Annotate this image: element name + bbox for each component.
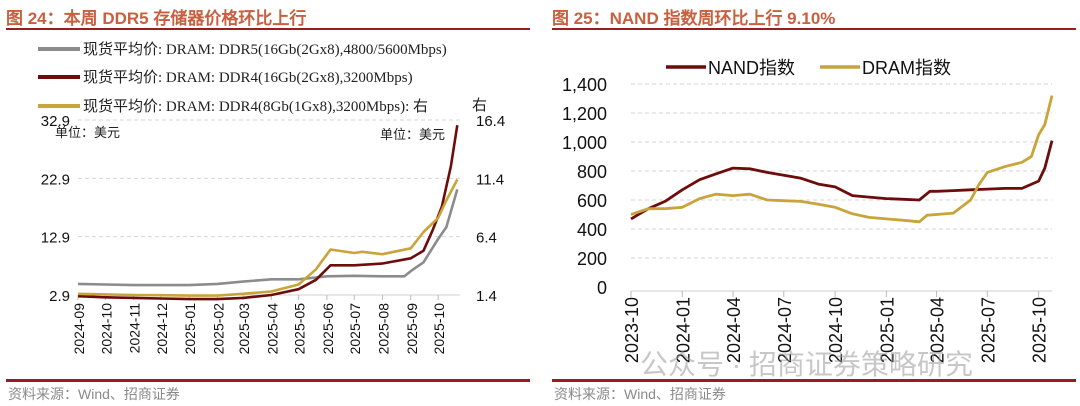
legend-item-ddr5: 现货平均价: DRAM: DDR5(16Gb(2Gx8),4800/5600Mb… <box>38 38 447 59</box>
x-tick-label: 2024-07 <box>775 297 795 363</box>
y-right-tick-label: 6.4 <box>476 230 497 247</box>
left-source: 资料来源：Wind、招商证券 <box>8 386 180 402</box>
y-right-tick-label: 11.4 <box>476 171 504 188</box>
x-tick-label: 2025-10 <box>1030 297 1050 363</box>
x-tick-label: 2025-01 <box>182 303 198 355</box>
right-title-rule <box>552 28 1076 30</box>
y-left-tick-label: 2.9 <box>49 288 70 305</box>
series-line-ddr4-16gb <box>77 124 459 301</box>
legend-item-ddr4-16gb: 现货平均价: DRAM: DDR4(16Gb(2Gx8),3200Mbps) <box>38 66 413 87</box>
y-tick-label: 1,000 <box>562 133 607 153</box>
y-tick-label: 1,400 <box>562 75 607 95</box>
y-right-tick-label: 16.4 <box>476 113 505 130</box>
series-line-ddr4-8gb <box>77 178 459 297</box>
y-tick-label: 400 <box>577 220 607 240</box>
y-tick-label: 1,200 <box>562 104 607 124</box>
left-footer-rule <box>6 379 530 382</box>
y-left-tick-label: 12.9 <box>41 230 70 247</box>
x-tick-label: 2025-04 <box>264 303 280 355</box>
legend-item-ddr4-8gb: 现货平均价: DRAM: DDR4(8Gb(1Gx8),3200Mbps): 右 <box>38 95 428 116</box>
x-tick-label: 2025-07 <box>347 303 363 355</box>
left-chart-title: 图 24：本周 DDR5 存储器价格环比上行 <box>6 9 307 28</box>
left-title-rule <box>6 28 530 30</box>
x-tick-label: 2024-12 <box>154 303 170 355</box>
x-tick-label: 2024-09 <box>71 303 87 355</box>
x-tick-label: 2024-01 <box>673 297 693 363</box>
right-footer-rule <box>552 379 1076 382</box>
legend-swatch-darkred <box>38 74 80 79</box>
y-left-tick-label: 32.9 <box>41 113 70 130</box>
y-tick-label: 200 <box>577 249 607 269</box>
watermark: 公众号 · 招商证券策略研究 <box>640 349 973 380</box>
legend-label: 现货平均价: DRAM: DDR5(16Gb(2Gx8),4800/5600Mb… <box>83 42 447 58</box>
right-source: 资料来源：Wind、招商证券 <box>554 386 726 402</box>
legend-swatch-gold <box>38 103 80 108</box>
x-tick-label: 2025-10 <box>431 303 447 355</box>
x-tick-label: 2025-08 <box>376 303 392 355</box>
series-line-nand <box>630 140 1054 221</box>
x-tick-label: 2025-07 <box>978 297 998 363</box>
legend-label-dram: DRAM指数 <box>862 58 951 78</box>
x-tick-label: 2024-11 <box>127 303 143 354</box>
right-axis-marker: 右 <box>472 97 487 114</box>
y-left-tick-label: 22.9 <box>41 171 70 188</box>
x-tick-label: 2025-09 <box>404 303 420 355</box>
x-tick-label: 2024-10 <box>98 303 114 355</box>
x-tick-label: 2025-02 <box>210 303 226 355</box>
x-tick-label: 2025-06 <box>320 303 336 355</box>
x-tick-label: 2025-05 <box>292 303 308 355</box>
y-tick-label: 800 <box>577 162 607 182</box>
right-axis-unit: 单位：美元 <box>380 127 446 142</box>
x-tick-label: 2024-10 <box>826 297 846 363</box>
x-tick-label: 2023-10 <box>622 297 642 363</box>
legend-swatch-gray <box>38 46 80 51</box>
legend-label-nand: NAND指数 <box>708 58 795 78</box>
x-tick-label: 2025-03 <box>236 303 252 355</box>
y-right-tick-label: 1.4 <box>476 288 497 305</box>
legend-label: 现货平均价: DRAM: DDR4(8Gb(1Gx8),3200Mbps): 右 <box>83 99 429 115</box>
y-tick-label: 600 <box>577 191 607 211</box>
legend-label: 现货平均价: DRAM: DDR4(16Gb(2Gx8),3200Mbps) <box>83 70 413 86</box>
left-axis-unit: 单位：美元 <box>55 125 121 140</box>
series-line-ddr5-16gb <box>77 189 459 287</box>
x-tick-label: 2024-04 <box>724 297 744 363</box>
x-tick-label: 2025-01 <box>877 297 897 363</box>
right-chart-title: 图 25：NAND 指数周环比上行 9.10% <box>552 9 836 28</box>
series-line-dram <box>630 95 1054 224</box>
x-tick-label: 2025-04 <box>928 297 948 363</box>
y-tick-label: 0 <box>597 278 607 298</box>
